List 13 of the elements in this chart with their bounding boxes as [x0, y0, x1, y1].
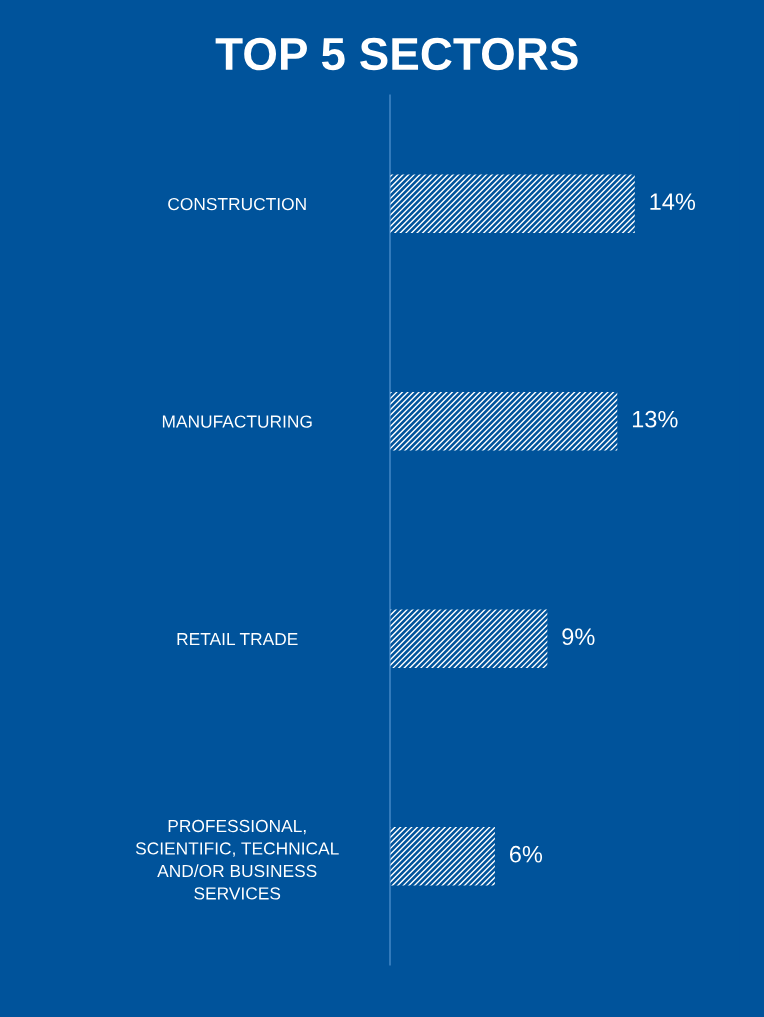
- bar: [390, 826, 495, 886]
- bar: [390, 174, 635, 234]
- data-label: 6%: [509, 845, 543, 863]
- data-label: 13%: [632, 410, 678, 428]
- y-tick-label: MANUFACTURING: [162, 415, 312, 428]
- data-label: 9%: [562, 628, 595, 646]
- y-tick-label: RETAIL TRADE: [177, 633, 298, 646]
- y-tick-label: PROFESSIONAL, SCIENTIFIC, TECHNICAL AND/OR BUSINESS SERVICES: [135, 819, 339, 900]
- bar: [390, 391, 618, 451]
- chart-title: TOP 5 SECTORS: [215, 37, 578, 71]
- data-label: 14%: [650, 193, 696, 210]
- bar: [390, 609, 548, 669]
- y-tick-label: CONSTRUCTION: [168, 197, 306, 211]
